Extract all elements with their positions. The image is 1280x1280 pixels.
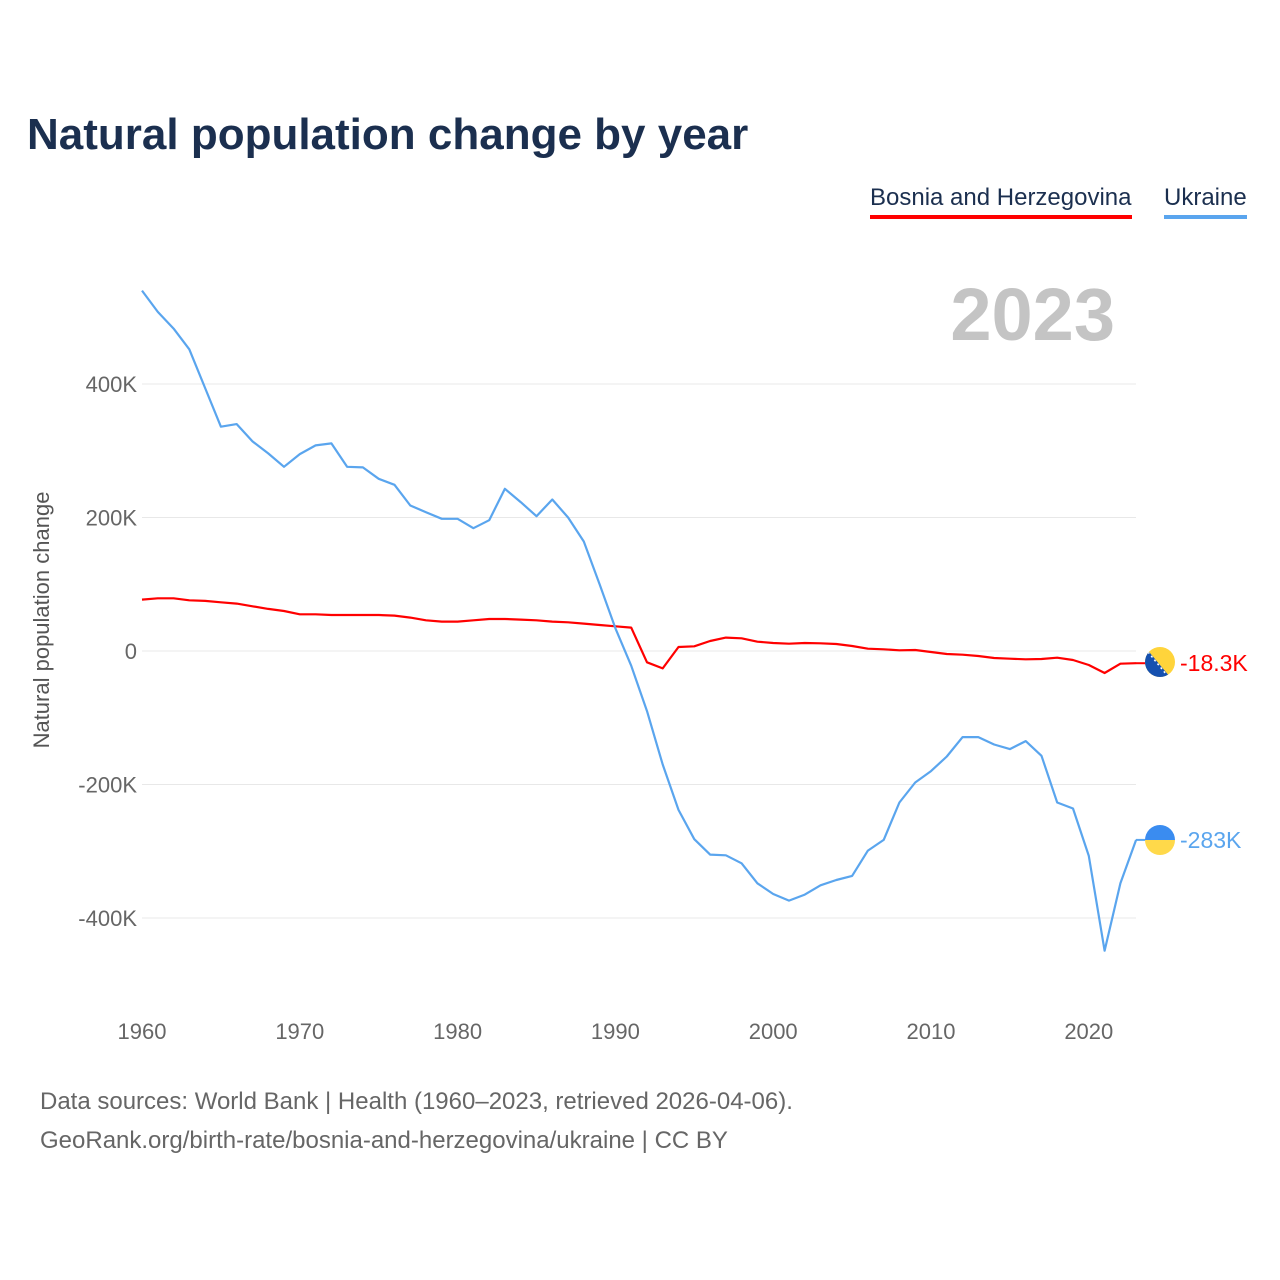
end-value-label: -18.3K (1180, 650, 1248, 676)
x-tick-label: 1980 (433, 1019, 482, 1044)
legend-ukraine[interactable]: Ukraine (1164, 184, 1247, 219)
x-tick-label: 2010 (907, 1019, 956, 1044)
y-tick-label: 400K (86, 372, 138, 397)
flag-yellow (1145, 840, 1175, 855)
current-year-label: 2023 (950, 273, 1115, 356)
ukraine-flag-icon (1145, 825, 1175, 855)
x-tick-label: 2020 (1064, 1019, 1113, 1044)
series-line-bosnia-and-herzegovina (141, 597, 1137, 675)
x-tick-label: 1990 (591, 1019, 640, 1044)
footer-sources: Data sources: World Bank | Health (1960–… (40, 1088, 793, 1115)
y-tick-label: -400K (78, 906, 137, 931)
x-tick-label: 1970 (275, 1019, 324, 1044)
x-tick-label: 2000 (749, 1019, 798, 1044)
flag-blue (1145, 825, 1175, 840)
y-tick-label: 200K (86, 506, 138, 531)
chart-title: Natural population change by year (27, 110, 749, 159)
y-tick-label: -200K (78, 773, 137, 798)
series-line-ukraine (141, 289, 1138, 952)
x-tick-label: 1960 (118, 1019, 167, 1044)
legend-bosnia-and-herzegovina[interactable]: Bosnia and Herzegovina (870, 184, 1132, 219)
footer-attribution[interactable]: GeoRank.org/birth-rate/bosnia-and-herzeg… (40, 1127, 728, 1154)
bosnia-flag-icon (1145, 647, 1175, 677)
y-tick-label: 0 (125, 639, 137, 664)
flag-blue (1145, 647, 1170, 677)
end-value-label: -283K (1180, 827, 1242, 853)
